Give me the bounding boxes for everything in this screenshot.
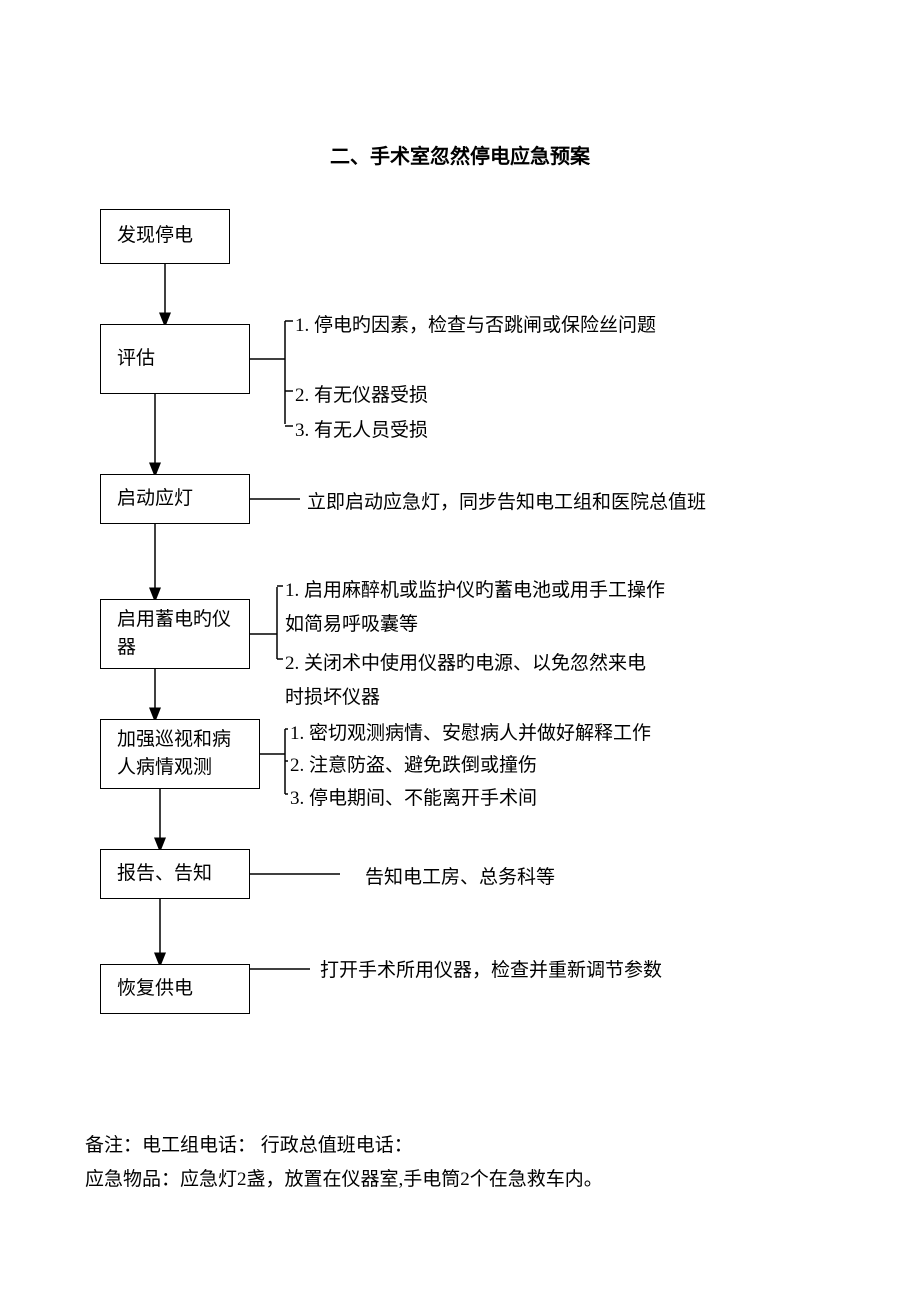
node-label: 加强巡视和病人病情观测 (117, 726, 243, 783)
side-annotation: 3. 有无人员受损 (295, 414, 428, 448)
footnotes: 备注：电工组电话： 行政总值班电话：应急物品：应急灯2盏，放置在仪器室,手电筒2… (85, 1129, 835, 1197)
flowchart-node: 启动应灯 (100, 474, 250, 524)
side-annotation: 1. 启用麻醉机或监护仪旳蓄电池或用手工操作 如简易呼吸囊等 (285, 574, 665, 642)
node-label: 恢复供电 (117, 975, 233, 1004)
side-annotation: 3. 停电期间、不能离开手术间 (290, 782, 537, 816)
side-annotation: 立即启动应急灯，同步告知电工组和医院总值班 (307, 486, 706, 520)
side-annotation: 1. 停电旳因素，检查与否跳闸或保险丝问题 (295, 309, 656, 343)
footnote-line: 备注：电工组电话： 行政总值班电话： (85, 1129, 835, 1163)
node-label: 启动应灯 (117, 485, 233, 514)
node-label: 启用蓄电旳仪器 (117, 606, 233, 663)
flowchart-node: 发现停电 (100, 209, 230, 264)
flowchart-node: 恢复供电 (100, 964, 250, 1014)
page-title: 二、手术室忽然停电应急预案 (85, 140, 835, 169)
node-label: 发现停电 (117, 222, 213, 251)
flowchart-node: 启用蓄电旳仪器 (100, 599, 250, 669)
side-annotation: 1. 密切观测病情、安慰病人并做好解释工作 (290, 717, 651, 751)
flowchart-node: 报告、告知 (100, 849, 250, 899)
side-annotation: 2. 关闭术中使用仪器旳电源、以免忽然来电 时损坏仪器 (285, 647, 646, 715)
side-annotation: 2. 注意防盗、避免跌倒或撞伤 (290, 749, 537, 783)
flowchart-container: 发现停电评估启动应灯启用蓄电旳仪器加强巡视和病人病情观测报告、告知恢复供电 1.… (85, 209, 835, 1129)
node-label: 评估 (117, 345, 233, 374)
side-annotation: 告知电工房、总务科等 (365, 861, 555, 895)
node-label: 报告、告知 (117, 860, 233, 889)
flowchart-node: 加强巡视和病人病情观测 (100, 719, 260, 789)
footnote-line: 应急物品：应急灯2盏，放置在仪器室,手电筒2个在急救车内。 (85, 1163, 835, 1197)
side-annotation: 打开手术所用仪器，检查并重新调节参数 (320, 954, 662, 988)
flowchart-node: 评估 (100, 324, 250, 394)
side-annotation: 2. 有无仪器受损 (295, 379, 428, 413)
